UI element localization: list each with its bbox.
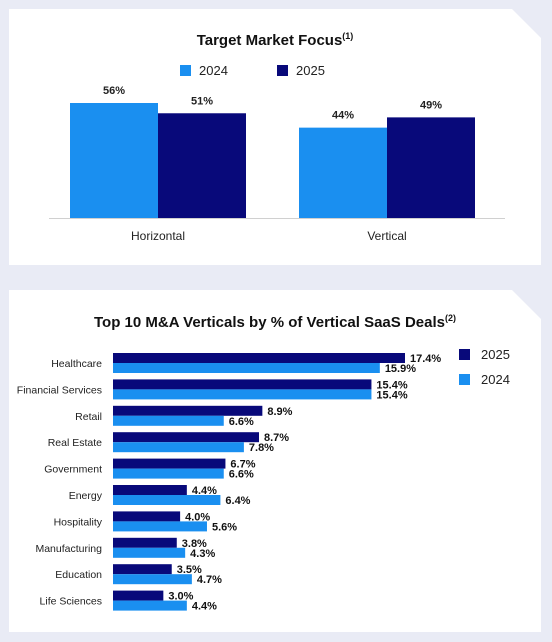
bar-real-estate-2024 (113, 442, 244, 453)
category-label-education: Education (55, 569, 102, 581)
data-label-horizontal-2024: 56% (103, 85, 125, 97)
bar-real-estate-2025 (113, 432, 259, 443)
data-label-life-sciences-2024: 4.4% (192, 601, 217, 613)
bar-healthcare-2025 (113, 353, 405, 363)
data-label-horizontal-2025: 51% (191, 95, 213, 107)
data-label-energy-2024: 6.4% (225, 495, 250, 507)
data-label-energy-2025: 4.4% (192, 485, 217, 497)
data-label-government-2025: 6.7% (230, 459, 255, 471)
target-market-focus-title: Target Market Focus(1) (9, 31, 541, 49)
footnote-marker: (2) (444, 313, 456, 323)
data-label-vertical-2024: 44% (332, 110, 354, 122)
legend-label-2024: 2024 (481, 372, 510, 387)
category-label-vertical: Vertical (367, 229, 406, 243)
chart-title-text: Top 10 M&A Verticals by % of Vertical Sa… (94, 314, 445, 331)
category-label-real-estate: Real Estate (48, 437, 102, 449)
bar-energy-2024 (113, 495, 221, 505)
data-label-hospitality-2025: 4.0% (185, 511, 210, 523)
bar-manufacturing-2024 (113, 547, 186, 558)
bar-government-2025 (113, 458, 226, 469)
bar-horizontal-2024 (70, 103, 158, 218)
bar-life-sciences-2024 (113, 600, 187, 611)
bar-vertical-2024 (299, 127, 387, 218)
category-label-government: Government (44, 464, 102, 476)
bar-manufacturing-2025 (113, 537, 177, 548)
data-label-education-2024: 4.7% (197, 574, 222, 586)
legend-swatch-2025 (277, 65, 288, 76)
bar-horizontal-2025 (158, 113, 246, 218)
data-label-vertical-2025: 49% (420, 99, 442, 111)
bar-education-2024 (113, 574, 192, 585)
data-label-healthcare-2024: 15.9% (385, 363, 416, 375)
bar-retail-2024 (113, 415, 224, 426)
legend-swatch-2025 (459, 349, 470, 360)
data-label-financial-services-2024: 15.4% (376, 389, 407, 401)
bar-education-2025 (113, 564, 172, 575)
data-label-hospitality-2024: 5.6% (212, 521, 237, 533)
data-label-manufacturing-2025: 3.8% (182, 538, 207, 550)
data-label-life-sciences-2025: 3.0% (168, 591, 193, 603)
data-label-financial-services-2025: 15.4% (376, 379, 407, 391)
category-label-healthcare: Healthcare (51, 358, 102, 370)
legend-label-2025: 2025 (481, 347, 510, 362)
bar-hospitality-2024 (113, 521, 207, 532)
data-label-healthcare-2025: 17.4% (410, 353, 441, 365)
data-label-retail-2024: 6.6% (229, 416, 254, 428)
top-verticals-chart: 2025 2024 Healthcare 17.4%15.9% Financial Se… (17, 347, 510, 613)
data-label-real-estate-2025: 8.7% (264, 432, 289, 444)
data-label-retail-2025: 8.9% (267, 406, 292, 418)
legend-label-2024: 2024 (199, 63, 228, 78)
category-label-manufacturing: Manufacturing (35, 543, 102, 555)
data-label-real-estate-2024: 7.8% (249, 442, 274, 454)
category-label-hospitality: Hospitality (54, 516, 103, 528)
target-market-focus-chart: 2024 2025 56% 51% Horizontal 44% 49% Vertical (49, 63, 505, 243)
legend-swatch-2024 (459, 374, 470, 385)
data-label-education-2025: 3.5% (177, 564, 202, 576)
data-label-manufacturing-2024: 4.3% (190, 548, 215, 560)
category-label-retail: Retail (75, 411, 102, 423)
legend-label-2025: 2025 (296, 63, 325, 78)
data-label-government-2024: 6.6% (229, 469, 254, 481)
bar-retail-2025 (113, 405, 263, 416)
footnote-marker: (1) (342, 31, 354, 41)
bar-energy-2025 (113, 485, 187, 495)
category-label-financial-services: Financial Services (17, 384, 102, 396)
top-verticals-panel: Top 10 M&A Verticals by % of Vertical Sa… (9, 290, 541, 632)
bar-financial-services-2024 (113, 389, 372, 400)
category-label-life-sciences: Life Sciences (40, 596, 102, 608)
category-label-horizontal: Horizontal (131, 229, 185, 243)
legend-swatch-2024 (180, 65, 191, 76)
category-label-energy: Energy (69, 490, 103, 502)
bar-healthcare-2024 (113, 363, 380, 373)
bar-government-2024 (113, 468, 224, 479)
bar-life-sciences-2025 (113, 590, 164, 601)
bar-vertical-2025 (387, 117, 475, 218)
bar-financial-services-2025 (113, 379, 372, 390)
bar-hospitality-2025 (113, 511, 181, 522)
top-verticals-title: Top 10 M&A Verticals by % of Vertical Sa… (9, 313, 541, 331)
target-market-focus-panel: Target Market Focus(1) 2024 2025 56% 51% Hor… (9, 9, 541, 265)
chart-title-text: Target Market Focus (196, 32, 343, 49)
